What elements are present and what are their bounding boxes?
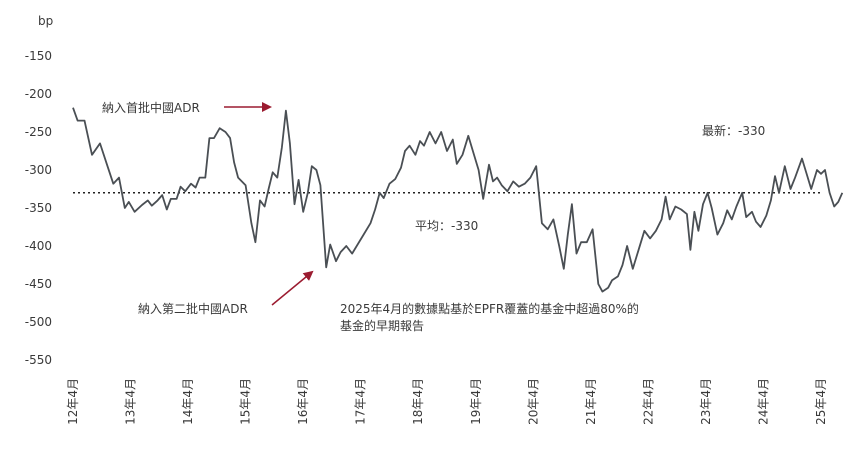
- x-tick-label: 16年4月: [296, 378, 310, 425]
- annotation-second-adr: 納入第二批中國ADR: [138, 301, 248, 316]
- annotation-latest: 最新：-330: [702, 123, 765, 138]
- y-tick-label: -300: [25, 163, 52, 177]
- annotation-average: 平均：-330: [415, 219, 478, 233]
- x-tick-label: 13年4月: [124, 378, 138, 425]
- x-axis-ticks: 12年4月 13年4月 14年4月 15年4月 16年4月 17年4月 18年4月 19年4月…: [66, 378, 828, 425]
- x-tick-label: 21年4月: [584, 378, 598, 425]
- x-tick-label: 14年4月: [181, 378, 195, 425]
- y-tick-label: -400: [25, 239, 52, 253]
- x-tick-label: 18年4月: [411, 378, 425, 425]
- x-tick-label: 12年4月: [66, 378, 80, 425]
- y-tick-label: -150: [25, 49, 52, 63]
- y-tick-label: -250: [25, 125, 52, 139]
- annotation-first-adr: 納入首批中國ADR: [102, 100, 200, 115]
- x-tick-label: 17年4月: [354, 378, 368, 425]
- y-tick-label: -550: [25, 353, 52, 367]
- x-tick-label: 23年4月: [699, 378, 713, 425]
- y-tick-label: -450: [25, 277, 52, 291]
- x-tick-label: 19年4月: [469, 378, 483, 425]
- series-line: [72, 107, 844, 293]
- y-tick-label: -350: [25, 201, 52, 215]
- x-tick-label: 25年4月: [814, 378, 828, 425]
- annotation-note-line-2: 基金的早期報告: [340, 318, 424, 333]
- annotation-note-line-1: 2025年4月的數據點基於EPFR覆蓋的基金中超過80%的: [340, 301, 639, 316]
- y-axis-ticks: -150 -200 -250 -300 -350 -400 -450 -500 -550: [25, 49, 52, 367]
- x-tick-label: 22年4月: [641, 378, 655, 425]
- y-tick-label: -200: [25, 87, 52, 101]
- y-tick-label: -500: [25, 315, 52, 329]
- x-tick-label: 20年4月: [526, 378, 540, 425]
- annotation-second-adr-arrow: [271, 270, 314, 306]
- y-axis-unit-label: bp: [38, 14, 53, 28]
- x-tick-label: 15年4月: [239, 378, 253, 425]
- x-tick-label: 24年4月: [756, 378, 770, 425]
